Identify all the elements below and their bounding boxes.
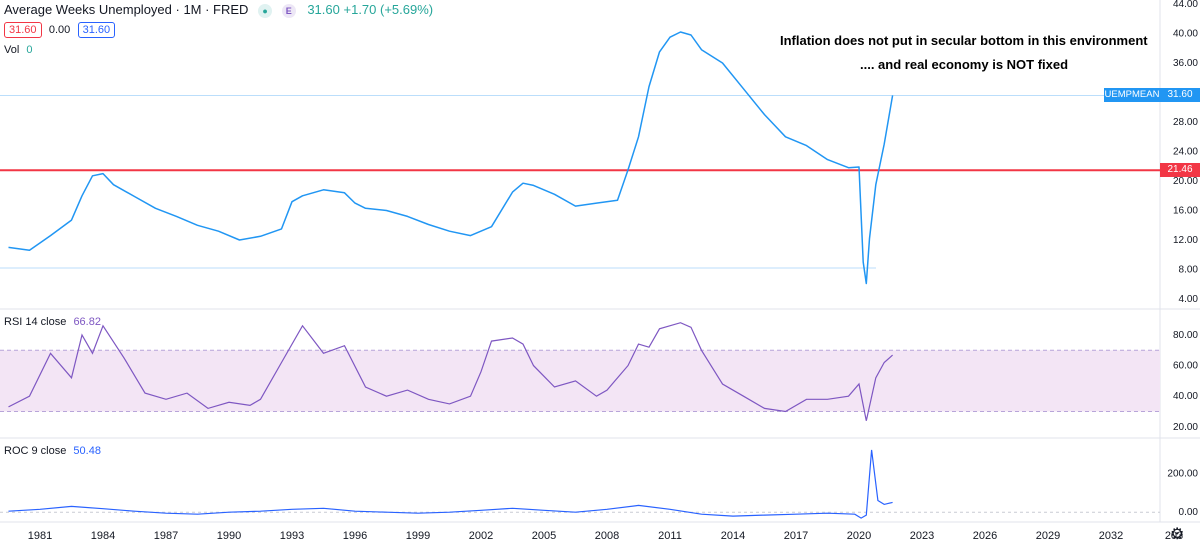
roc-pane[interactable]: 200.00 0.00 [0, 449, 1199, 519]
x-tick-label: 2014 [721, 530, 745, 542]
rsi-y-tick-label: 80.00 [1173, 330, 1198, 341]
change-value: +1.70 (+5.69%) [343, 2, 434, 17]
y-tick-label: 4.00 [1179, 294, 1199, 305]
roc-y-tick-label: 0.00 [1179, 507, 1199, 518]
rsi-y-tick-label: 60.00 [1173, 361, 1198, 372]
x-tick-label: 2017 [784, 530, 808, 542]
x-tick-label: 2008 [595, 530, 619, 542]
hline-price-tag: 21.46 [1160, 163, 1200, 177]
y-tick-label: 28.00 [1173, 117, 1198, 128]
x-tick-label: 203 [1165, 530, 1183, 542]
y-tick-label: 20.00 [1173, 176, 1198, 187]
rsi-pane[interactable]: 80.00 60.00 40.00 20.00 [0, 322, 1198, 433]
roc-value: 50.48 [73, 445, 101, 457]
annotation-text-2[interactable]: .... and real economy is NOT fixed [860, 57, 1069, 72]
x-tick-label: 1996 [343, 530, 367, 542]
bid-ask-row: 31.60 0.00 31.60 [4, 22, 119, 38]
time-axis[interactable]: 1981 1984 1987 1990 1993 1996 1999 2002 2005 2008… [28, 530, 1183, 542]
roc-y-tick-label: 200.00 [1167, 468, 1198, 479]
symbol-legend[interactable]: Average Weeks Unemployed · 1M · FRED ● E… [4, 2, 433, 18]
roc-line [8, 449, 893, 519]
volume-legend[interactable]: Vol 0 [4, 44, 32, 56]
annotation-text-1[interactable]: Inflation does not put in secular bottom… [780, 33, 1148, 48]
x-tick-label: 1990 [217, 530, 241, 542]
x-tick-label: 1984 [91, 530, 115, 542]
rsi-value: 66.82 [73, 316, 101, 328]
y-tick-label: 44.00 [1173, 0, 1198, 10]
y-tick-label: 24.00 [1173, 147, 1198, 158]
ask-box[interactable]: 31.60 [77, 22, 116, 38]
vol-label: Vol [4, 44, 20, 56]
bid-box[interactable]: 31.60 [4, 22, 42, 38]
earnings-badge[interactable]: E [281, 3, 296, 18]
rsi-band [0, 350, 1160, 412]
y-tick-label: 36.00 [1173, 58, 1198, 69]
y-tick-label: 16.00 [1173, 206, 1198, 217]
x-tick-label: 2002 [469, 530, 493, 542]
last-value: 31.60 [307, 2, 340, 17]
y-tick-label: 12.00 [1173, 235, 1198, 246]
y-tick-label: 40.00 [1173, 29, 1198, 40]
x-tick-label: 2032 [1099, 530, 1123, 542]
rsi-legend[interactable]: RSI 14 close 66.82 [4, 316, 101, 328]
x-tick-label: 2020 [847, 530, 871, 542]
vol-value: 0 [26, 44, 33, 56]
x-tick-label: 2005 [532, 530, 556, 542]
x-tick-label: 1993 [280, 530, 304, 542]
y-tick-label: 8.00 [1179, 265, 1199, 276]
rsi-y-tick-label: 20.00 [1173, 422, 1198, 433]
roc-legend[interactable]: ROC 9 close 50.48 [4, 445, 101, 457]
series-line-uempmean [8, 31, 894, 285]
series-name-tag: UEMPMEAN [1104, 88, 1160, 102]
rsi-line [8, 322, 893, 421]
status-dot-icon: ● [258, 3, 273, 18]
symbol-title[interactable]: Average Weeks Unemployed · 1M · FRED [4, 2, 249, 17]
x-tick-label: 1987 [154, 530, 178, 542]
roc-label: ROC 9 close [4, 445, 67, 457]
x-tick-label: 2011 [658, 530, 682, 542]
rsi-label: RSI 14 close [4, 316, 67, 328]
x-tick-label: 1981 [28, 530, 52, 542]
gear-icon[interactable]: ⚙ [1170, 526, 1185, 543]
x-tick-label: 1999 [406, 530, 430, 542]
x-tick-label: 2029 [1036, 530, 1060, 542]
x-tick-label: 2026 [973, 530, 997, 542]
x-tick-label: 2023 [910, 530, 934, 542]
rsi-y-tick-label: 40.00 [1173, 391, 1198, 402]
last-price-tag: 31.60 [1160, 88, 1200, 102]
spread-value: 0.00 [48, 24, 71, 36]
